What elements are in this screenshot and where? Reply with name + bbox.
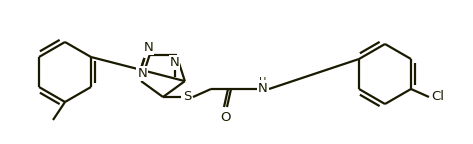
Text: N: N	[137, 67, 147, 80]
Text: Cl: Cl	[431, 90, 444, 104]
Text: N: N	[170, 56, 179, 69]
Text: H: H	[259, 77, 267, 87]
Text: N: N	[258, 82, 268, 94]
Text: O: O	[220, 111, 230, 124]
Text: N: N	[144, 41, 153, 54]
Text: S: S	[183, 90, 191, 104]
